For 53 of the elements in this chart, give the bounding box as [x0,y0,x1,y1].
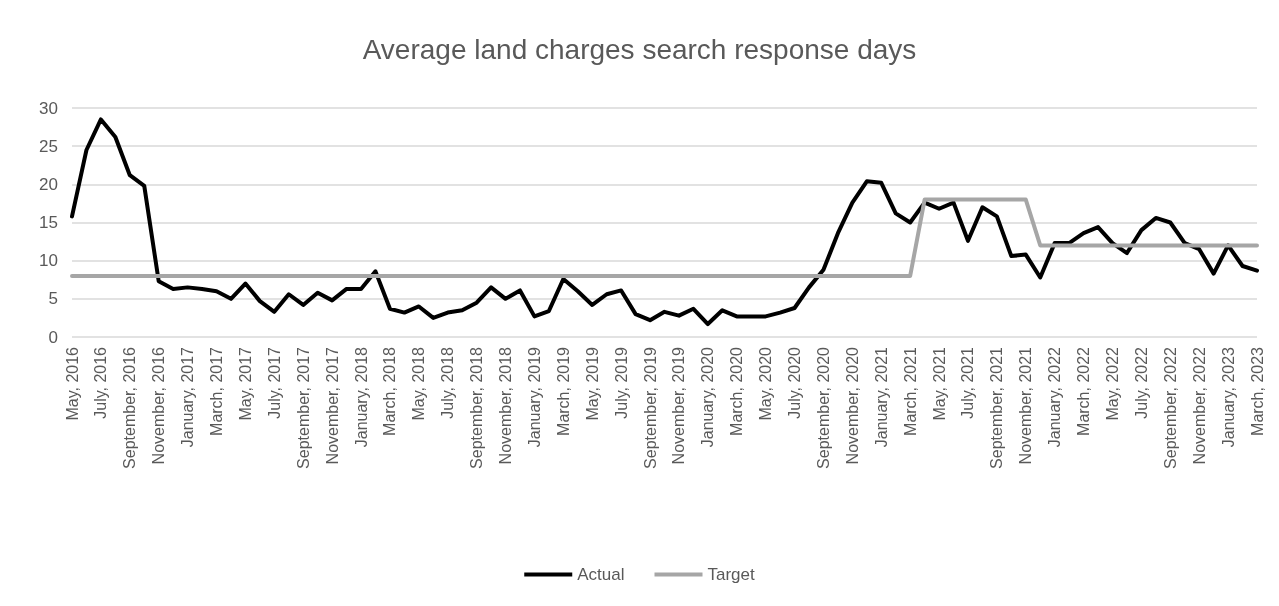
x-tick-label: January, 2020 [699,346,717,448]
x-tick-label: July, 2020 [786,346,804,419]
x-tick-label: September, 2016 [121,346,139,469]
x-tick-label: July, 2021 [959,346,977,419]
x-tick-label: May, 2021 [930,346,948,421]
x-tick-label: January, 2022 [1046,346,1064,448]
x-tick-label: September, 2019 [641,346,659,469]
x-tick-label: November, 2022 [1190,346,1208,465]
x-tick-label: July, 2016 [92,346,110,419]
x-tick-label: July, 2018 [439,346,457,419]
x-tick-label: May, 2020 [757,346,775,421]
x-tick-label: March, 2023 [1248,346,1266,436]
x-tick-label: January, 2023 [1219,346,1237,448]
y-tick-label: 30 [39,98,58,118]
legend-label: Target [707,565,756,584]
x-tick-label: January, 2018 [352,346,370,448]
x-tick-label: March, 2019 [554,346,572,436]
y-tick-label: 5 [48,289,58,309]
y-tick-label: 15 [39,213,58,232]
x-tick-label: May, 2018 [410,346,428,421]
x-tick-label: January, 2019 [525,346,543,448]
x-tick-label: January, 2021 [872,346,890,448]
x-tick-label: May, 2017 [236,346,254,421]
y-tick-label: 25 [39,136,58,156]
x-tick-label: September, 2022 [1161,346,1179,469]
x-tick-label: July, 2017 [265,346,283,419]
x-tick-label: November, 2016 [150,346,168,465]
x-tick-label: September, 2018 [468,346,486,469]
x-tick-label: September, 2017 [294,346,312,469]
x-tick-label: May, 2019 [583,346,601,421]
x-tick-label: July, 2022 [1132,346,1150,419]
x-tick-label: January, 2017 [179,346,197,448]
x-tick-label: May, 2016 [63,346,81,421]
x-tick-label: November, 2018 [497,346,515,465]
x-tick-label: November, 2020 [843,346,861,465]
x-tick-label: March, 2017 [208,346,226,436]
line-series [70,117,1259,327]
x-tick-label: September, 2021 [988,346,1006,469]
y-tick-label: 20 [39,174,58,194]
x-tick-label: September, 2020 [814,346,832,469]
x-tick-label: May, 2022 [1103,346,1121,421]
x-tick-label: November, 2019 [670,346,688,465]
x-tick-label: March, 2018 [381,346,399,436]
x-tick-label: March, 2021 [901,346,919,436]
x-tick-label: March, 2022 [1075,346,1093,436]
x-tick-label: November, 2017 [323,346,341,465]
x-tick-label: March, 2020 [728,346,746,436]
y-tick-label: 0 [48,327,58,347]
x-tick-label: July, 2019 [612,346,630,419]
y-tick-label: 10 [39,251,58,271]
x-tick-label: November, 2021 [1017,346,1035,465]
legend-label: Actual [577,565,625,584]
chart-title: Average land charges search response days [362,33,917,65]
